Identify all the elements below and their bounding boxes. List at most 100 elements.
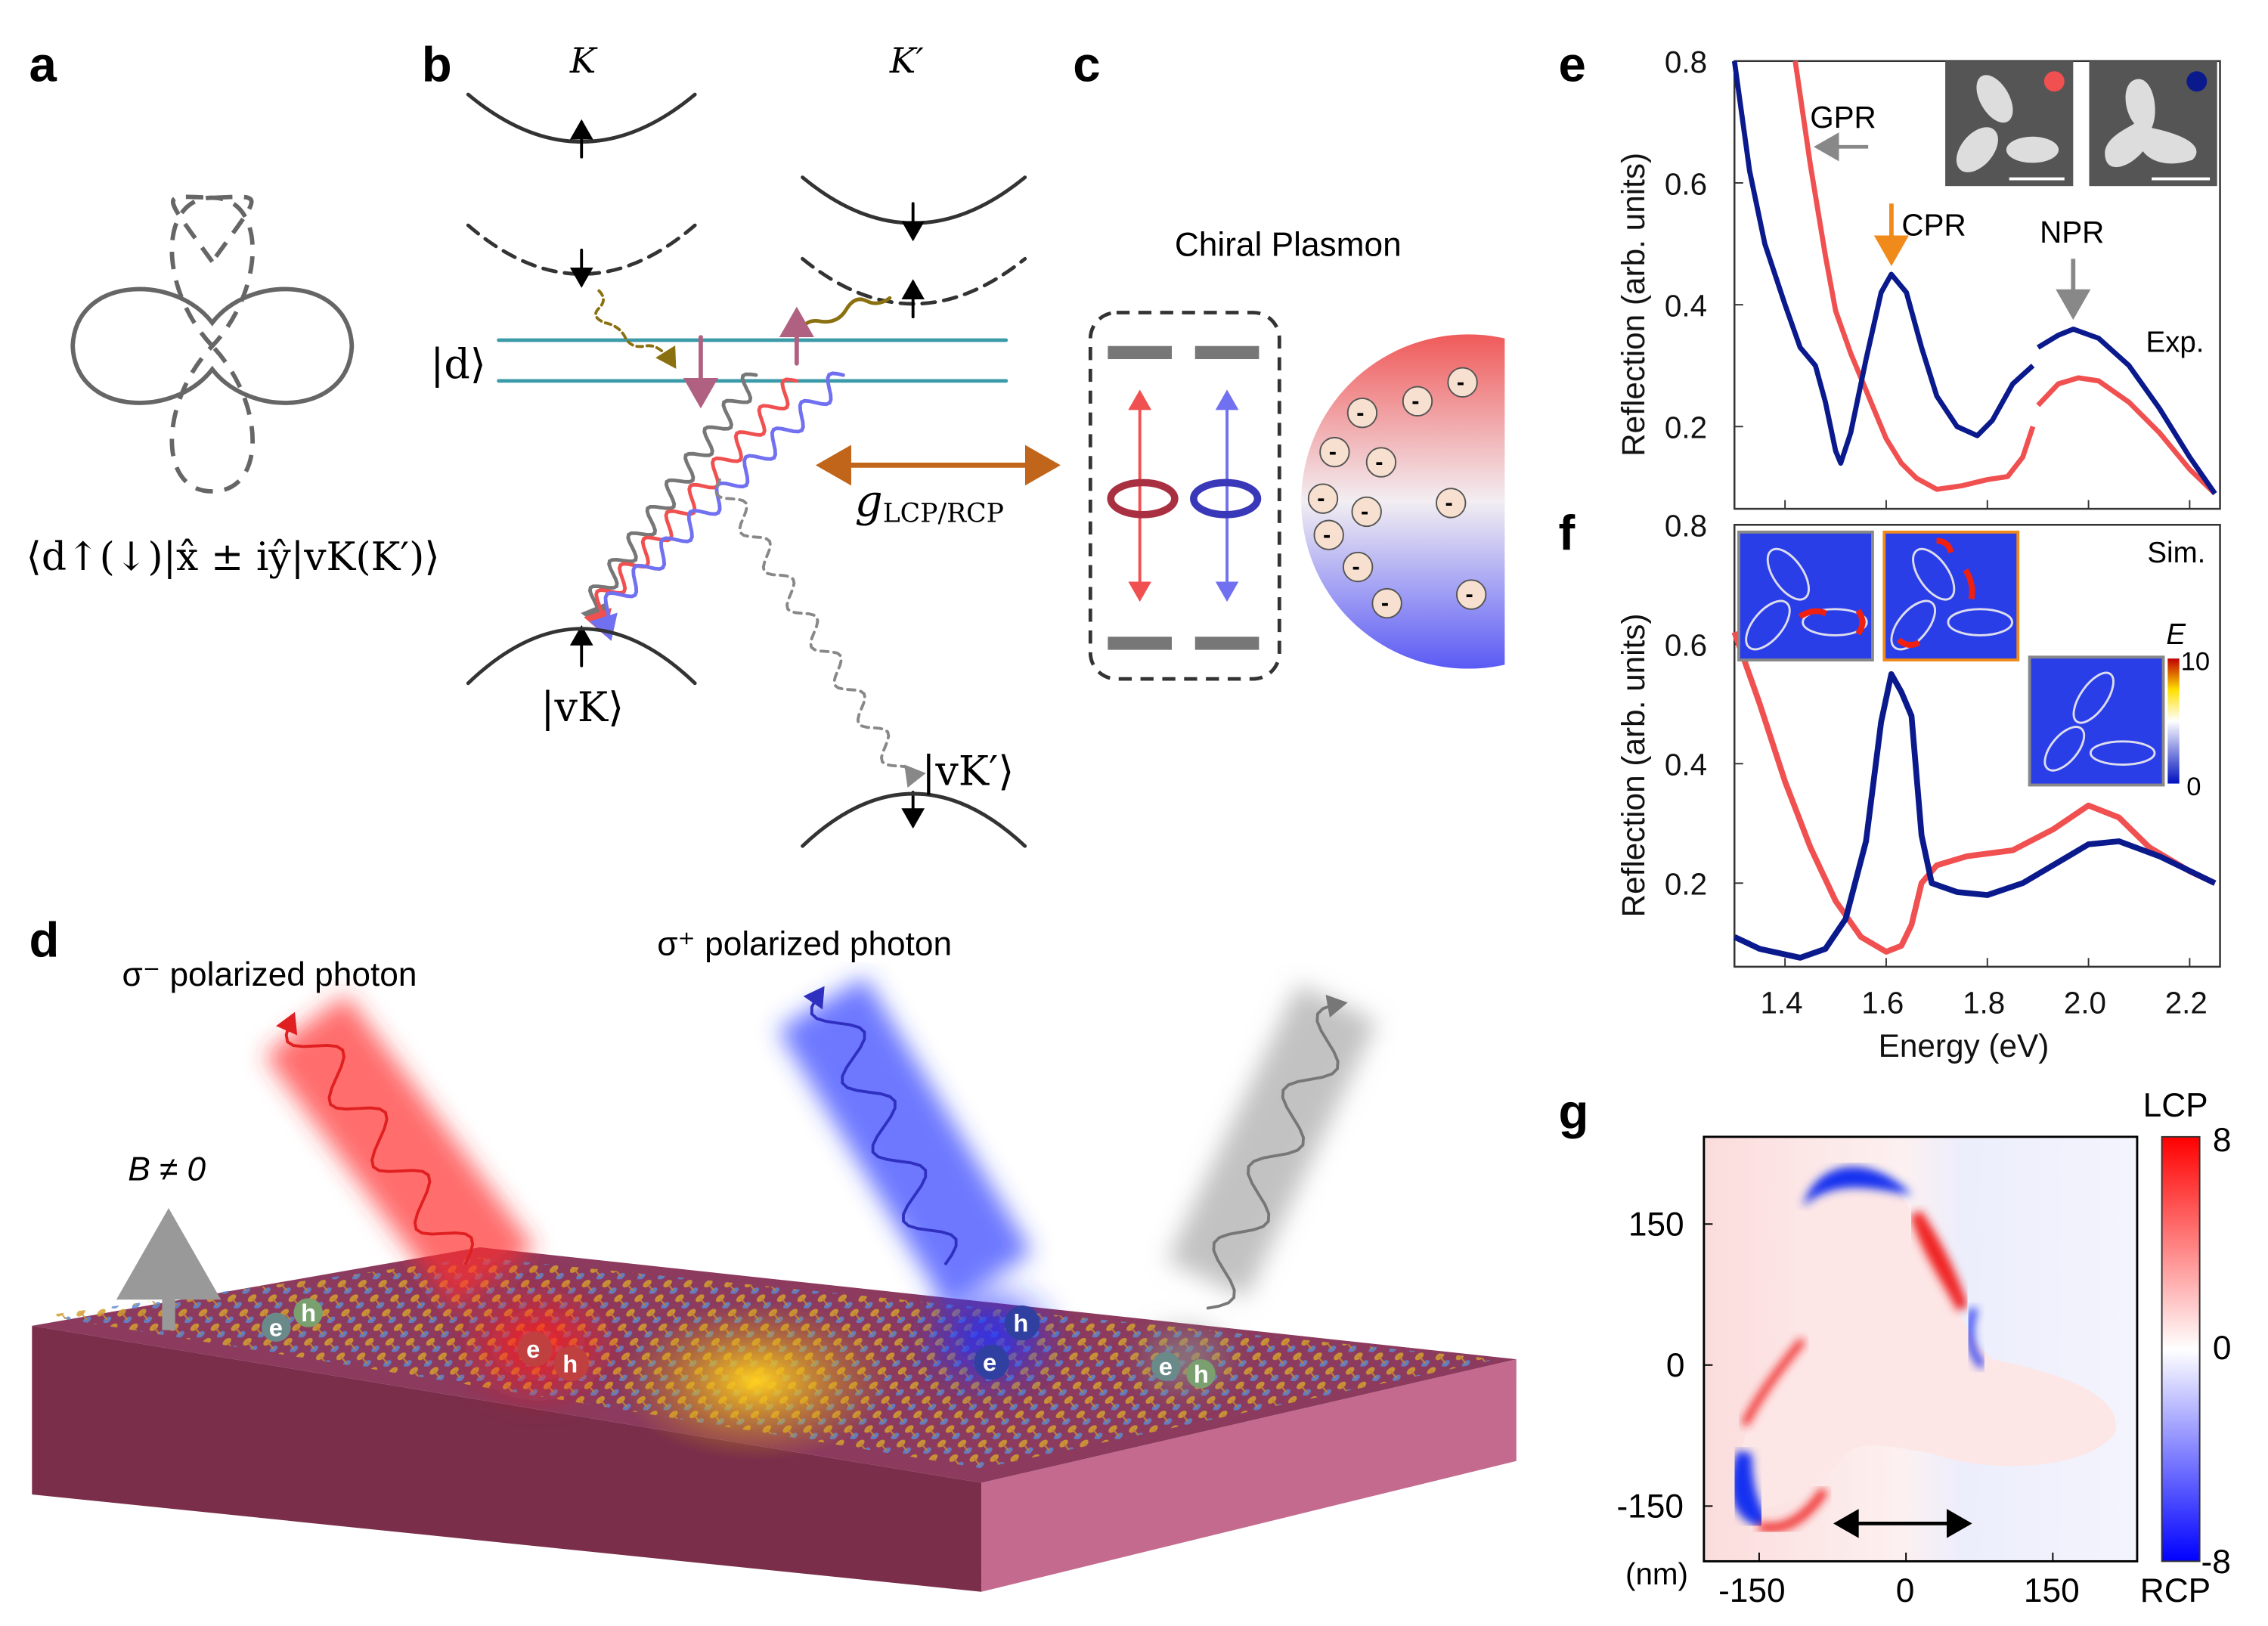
sim-tag: Sim. xyxy=(2147,537,2205,569)
slab-right-face xyxy=(981,1359,1517,1592)
sem-inset-separated xyxy=(1945,60,2074,187)
colorbar-top-label: LCP xyxy=(2143,1087,2208,1124)
lcp-rotation-icon xyxy=(1107,479,1179,519)
red-series-line xyxy=(2036,375,2217,496)
y-axis-label: Reflection (arb. units) xyxy=(1616,613,1651,917)
charge-circle xyxy=(1307,483,1339,514)
panel-a: a ⟨d↑(↓)|x̂ ± iŷ|vK(K′)⟩ xyxy=(26,37,440,580)
valley-K-label: K xyxy=(569,40,598,81)
charge-circle xyxy=(1346,397,1378,429)
y-tick-label: 0.8 xyxy=(1665,509,1707,544)
emission-wave-blue xyxy=(589,371,845,642)
exp-tag: Exp. xyxy=(2146,326,2204,358)
colorbar-mid: 0 xyxy=(2213,1330,2232,1367)
x-tick-label: 0 xyxy=(1896,1572,1915,1609)
sigma-plus-label: σ⁺ polarized photon xyxy=(657,925,952,962)
field-colorbar xyxy=(2167,658,2180,784)
chiral-plasmon-title: Chiral Plasmon xyxy=(1175,226,1402,263)
charge-sign: - xyxy=(1323,521,1331,547)
slab-front-face xyxy=(32,1325,982,1592)
svg-text:h: h xyxy=(1013,1309,1028,1337)
unpolarized-photon xyxy=(1206,994,1348,1310)
charge-sign: - xyxy=(1465,581,1473,607)
x-tick-label: -150 xyxy=(1718,1572,1786,1609)
rcp-rotation-icon xyxy=(1190,479,1262,519)
charge-sign: - xyxy=(1317,485,1325,511)
exciton-labels: e h h e e h e h xyxy=(262,1298,1216,1389)
y-tick-label: 0.6 xyxy=(1665,166,1707,201)
gpr-label: GPR xyxy=(1810,100,1876,135)
charge-sign: - xyxy=(1329,438,1337,465)
charge-circle xyxy=(1365,447,1397,478)
panel-label-f: f xyxy=(1559,505,1576,560)
panel-b: b K K′ |d⟩ |vK⟩ |vK′⟩ gLCP/RCP xyxy=(422,37,1061,848)
electrode-bar xyxy=(1194,636,1259,650)
charge-circle xyxy=(1447,367,1478,398)
charge-circle xyxy=(1402,386,1433,417)
charge-circle xyxy=(1342,551,1374,583)
valence-band-K xyxy=(466,627,697,686)
charge-sign: - xyxy=(1361,498,1368,525)
trimer-region xyxy=(1740,1163,2116,1513)
emission-wave-dashed-gray xyxy=(714,478,926,788)
spin-arrows xyxy=(569,119,925,829)
transition-dipole-formula: ⟨d↑(↓)|x̂ ± iŷ|vK(K′)⟩ xyxy=(26,534,440,580)
red-series-line xyxy=(1731,631,2217,955)
y-tick-label: 0.8 xyxy=(1665,45,1707,79)
charge-sign: - xyxy=(1445,489,1453,516)
sigma-minus-label: σ⁻ polarized photon xyxy=(122,956,417,993)
x-tick-label: 1.6 xyxy=(1861,985,1904,1020)
panel-label-b: b xyxy=(422,37,452,92)
svg-text:e: e xyxy=(1159,1352,1173,1380)
field-colorbar-min: 0 xyxy=(2186,773,2201,801)
svg-text:e: e xyxy=(269,1313,283,1341)
panel-f: f 0.2 0.4 0.6 0.8 1.4 1.6 1.8 2.0 2.2 Reflection … xyxy=(1559,505,2221,1064)
field-colorbar-max: 10 xyxy=(2181,648,2211,677)
chirality-heatmap xyxy=(1703,1136,2137,1562)
x-axis-label: Energy (eV) xyxy=(1879,1028,2050,1064)
electrode-bar xyxy=(1108,636,1172,650)
panel-label-d: d xyxy=(29,912,59,967)
cpr-label: CPR xyxy=(1901,208,1966,243)
electrode-bar xyxy=(1194,345,1259,360)
panel-label-g: g xyxy=(1559,1083,1589,1138)
y-tick-label: 0.2 xyxy=(1665,410,1707,445)
sigma-plus-photon xyxy=(803,986,958,1266)
coupling-label: gLCP/RCP xyxy=(855,475,1004,529)
chirality-colorbar xyxy=(2161,1135,2201,1563)
y-tick-label: 0.6 xyxy=(1665,628,1707,663)
field-colorbar-label: E xyxy=(2166,618,2186,651)
electrode-bar xyxy=(1108,345,1172,360)
panel-label-a: a xyxy=(29,37,57,92)
panel-label-e: e xyxy=(1559,37,1586,92)
svg-text:h: h xyxy=(301,1299,316,1327)
charge-sign: - xyxy=(1375,448,1383,475)
charge-circle xyxy=(1371,587,1402,619)
valence-band-Kp xyxy=(801,791,1027,848)
panel-label-c: c xyxy=(1073,37,1100,92)
x-tick-label: 2.2 xyxy=(2165,985,2208,1020)
y-tick-label: 0.4 xyxy=(1665,289,1707,324)
out-of-plane-dipole-pattern xyxy=(169,194,256,494)
magnetic-field-label: B ≠ 0 xyxy=(128,1151,206,1188)
colorbar-max: 8 xyxy=(2213,1122,2232,1159)
valence-state-Kp-label: |vK′⟩ xyxy=(922,747,1014,794)
charge-circle xyxy=(1455,579,1487,610)
dark-state-label: |d⟩ xyxy=(430,340,486,388)
y-tick-label: 0.2 xyxy=(1665,867,1707,902)
plot-frame xyxy=(1733,524,2221,968)
in-plane-dipole-pattern xyxy=(70,286,355,405)
y-tick-label: 0 xyxy=(1666,1347,1685,1384)
x-unit-label: (nm) xyxy=(1625,1556,1688,1591)
field-map-inset-npr xyxy=(2028,655,2165,787)
y-axis-label: Reflection (arb. units) xyxy=(1616,153,1651,457)
charge-sign: - xyxy=(1352,553,1359,580)
y-tick-label: -150 xyxy=(1616,1488,1684,1525)
npr-label: NPR xyxy=(2040,215,2104,249)
charge-sign: - xyxy=(1381,590,1389,616)
phonon-relaxation-K xyxy=(594,289,677,369)
heatmap-frame xyxy=(1703,1135,2139,1563)
gold-nanostructure xyxy=(618,1301,894,1461)
emission-wave-red xyxy=(584,377,799,636)
